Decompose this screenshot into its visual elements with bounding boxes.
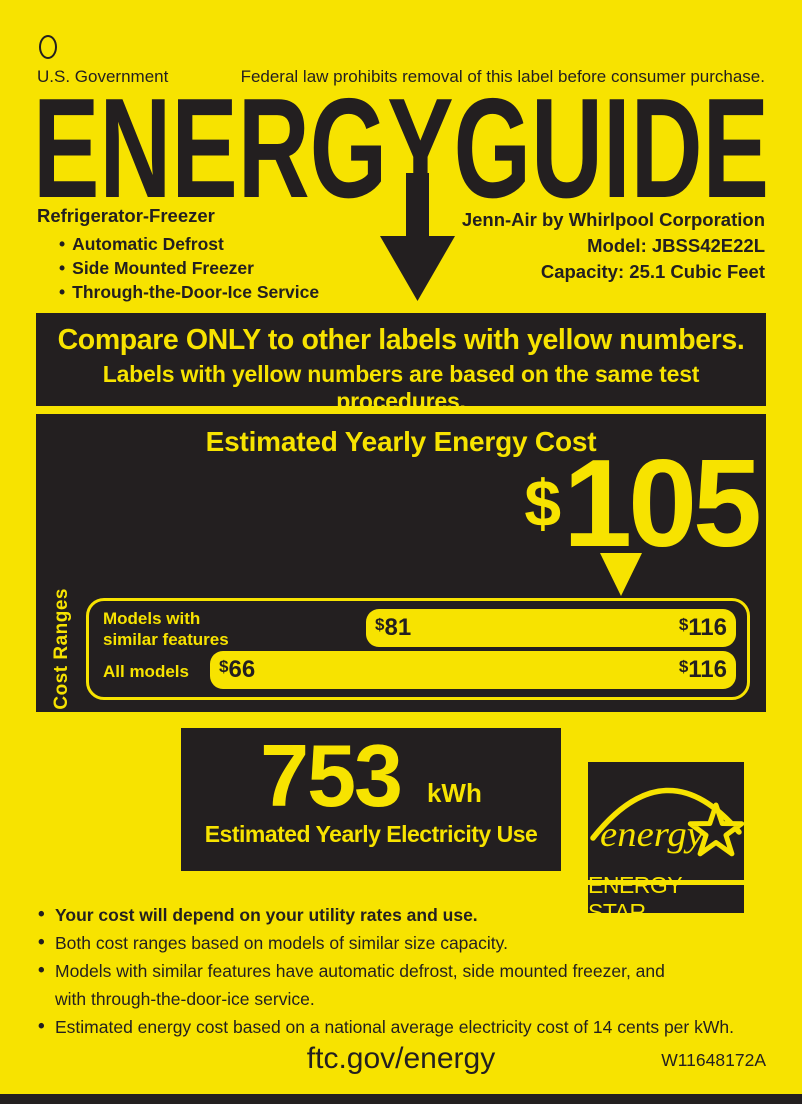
hole-punch: [39, 35, 57, 59]
range-max: $116: [679, 656, 727, 684]
bullet-glyph: [38, 985, 55, 1013]
bullet-glyph: •: [59, 234, 66, 254]
note-item: • Both cost ranges based on models of sim…: [38, 929, 768, 957]
government-text: U.S. Government: [37, 67, 169, 86]
product-info-right: Jenn-Air by Whirlpool Corporation Model:…: [462, 207, 765, 285]
cost-ranges-label-wrap: Cost Ranges: [48, 588, 76, 710]
range-label-similar: Models with similar features: [103, 608, 229, 651]
footer-url: ftc.gov/energy: [306, 1042, 496, 1075]
electricity-caption: Estimated Yearly Electricity Use: [204, 820, 538, 847]
energy-star-star-icon: [687, 802, 744, 857]
bullet-glyph: •: [38, 932, 45, 953]
manufacturer-name: Jenn-Air by Whirlpool Corporation: [461, 209, 765, 230]
feature-item: • Side Mounted Freezer: [59, 258, 319, 279]
range-min: $66: [219, 656, 255, 684]
range-max: $116: [679, 614, 727, 642]
energyguide-wordmark: ENERGYGUIDE: [33, 93, 769, 228]
dollar-sign: $: [524, 466, 562, 540]
model-number: Model: JBSS42E22L: [587, 234, 765, 256]
dollar-sign: $: [678, 615, 689, 634]
cost-box-title: Estimated Yearly Energy Cost: [205, 426, 597, 457]
dollar-sign: $: [375, 615, 385, 634]
feature-list: • Automatic Defrost • Side Mounted Freezer…: [37, 234, 319, 303]
compare-subline: Labels with yellow numbers are based on …: [102, 361, 700, 414]
range-min: $81: [375, 614, 411, 642]
bottom-border-bar: [0, 1094, 802, 1104]
electricity-value-row: 753 kWh: [181, 726, 561, 825]
note-text: Both cost ranges based on models of simi…: [55, 933, 508, 953]
range-bar-similar: $81 $116: [366, 609, 736, 647]
energyguide-logo: ENERGYGUIDE: [33, 93, 769, 301]
header-row: U.S. Government Federal law prohibits re…: [37, 67, 765, 87]
range-label-line: similar features: [103, 630, 229, 650]
feature-text: Through-the-Door-Ice Service: [72, 282, 320, 302]
note-item: with through-the-door-ice service.: [38, 985, 768, 1013]
note-text: Estimated energy cost based on a nationa…: [55, 1017, 734, 1037]
range-bar-all: $66 $116: [210, 651, 736, 689]
note-item: • Models with similar features have autom…: [38, 957, 768, 985]
bullet-glyph: •: [59, 258, 66, 278]
product-info-left: Refrigerator-Freezer • Automatic Defrost …: [37, 205, 319, 306]
bullet-glyph: •: [59, 282, 66, 302]
range-max-value: 116: [688, 614, 727, 641]
bullet-glyph: •: [38, 960, 45, 981]
range-label-all: All models: [103, 661, 189, 682]
energy-star-mark: energy: [588, 762, 744, 880]
energy-star-caption: ENERGY STAR: [588, 872, 744, 925]
range-min-value: 81: [384, 614, 412, 641]
dollar-sign: $: [678, 657, 689, 676]
note-text: Models with similar features have automa…: [55, 961, 665, 981]
dollar-sign: $: [219, 657, 229, 676]
note-item: • Estimated energy cost based on a nation…: [38, 1013, 768, 1041]
part-number: W11648172A: [661, 1050, 766, 1070]
range-label-line: All models: [103, 662, 189, 681]
range-label-line: Models with: [103, 609, 201, 628]
energy-star-script: energy: [600, 814, 704, 854]
cost-pointer-icon: [600, 553, 642, 596]
legal-text: Federal law prohibits removal of this la…: [240, 67, 765, 86]
compare-banner: Compare ONLY to other labels with yellow…: [36, 313, 766, 414]
note-text: with through-the-door-ice service.: [55, 989, 315, 1009]
cost-ranges-label: Cost Ranges: [51, 588, 72, 710]
compare-headline: Compare ONLY to other labels with yellow…: [57, 324, 745, 356]
note-item: • Your cost will depend on your utility r…: [38, 901, 768, 929]
capacity-value: Capacity: 25.1 Cubic Feet: [540, 260, 765, 282]
product-type: Refrigerator-Freezer: [37, 205, 215, 226]
feature-item: • Through-the-Door-Ice Service: [59, 282, 319, 303]
note-text: Your cost will depend on your utility ra…: [55, 905, 478, 925]
down-arrow-icon: [380, 173, 455, 301]
range-max-value: 116: [688, 656, 727, 683]
bullet-glyph: •: [38, 904, 45, 925]
yearly-cost-box: Estimated Yearly Energy Cost $105 Cost R…: [36, 414, 766, 712]
electricity-value: 753: [260, 726, 403, 825]
electricity-unit: kWh: [426, 777, 482, 808]
energy-star-logo: energy ENERGY STAR: [588, 762, 744, 925]
cost-ranges-box: Models with similar features $81 $116 Al…: [86, 598, 750, 700]
notes-list: • Your cost will depend on your utility r…: [38, 901, 768, 1041]
bullet-glyph: •: [38, 1016, 45, 1037]
feature-text: Automatic Defrost: [72, 234, 224, 254]
feature-text: Side Mounted Freezer: [72, 258, 254, 278]
electricity-use-box: 753 kWh Estimated Yearly Electricity Use: [181, 728, 561, 871]
yearly-cost-value: $105: [524, 442, 762, 566]
range-min-value: 66: [228, 656, 256, 683]
feature-item: • Automatic Defrost: [59, 234, 319, 255]
cost-amount: 105: [563, 435, 762, 573]
